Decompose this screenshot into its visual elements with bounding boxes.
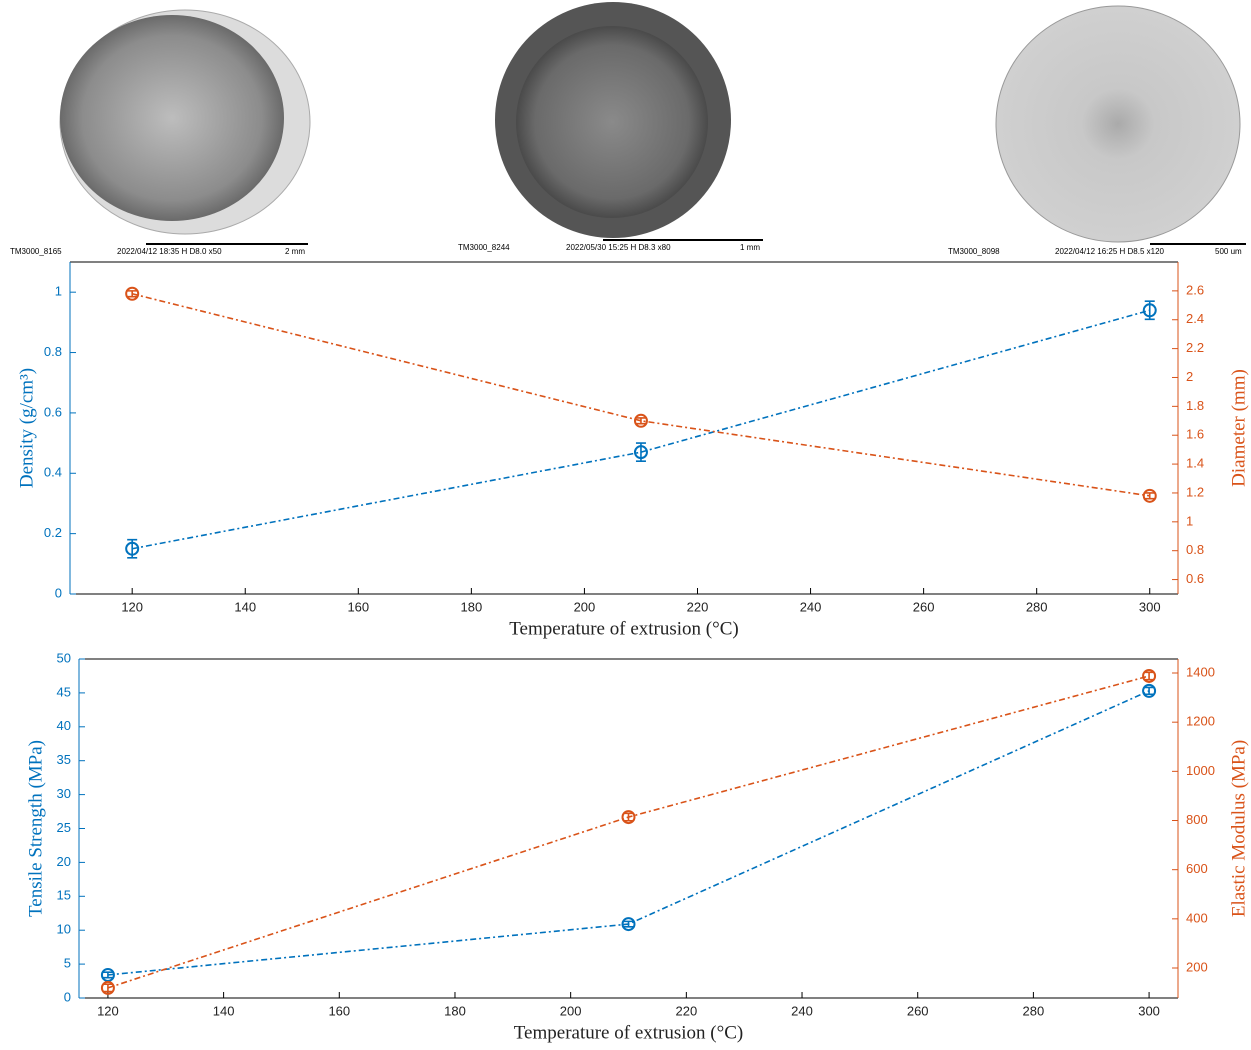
series-line — [132, 294, 1150, 496]
y2-tick-label: 1400 — [1186, 664, 1215, 679]
x-tick-label: 300 — [1138, 1003, 1160, 1018]
image-scale: 2 mm — [285, 247, 305, 256]
x-tick-label: 240 — [800, 599, 822, 614]
y-tick-label: 15 — [57, 888, 71, 903]
figure: TM3000_8165 2022/04/12 18:35 H D8.0 x50 … — [0, 0, 1251, 1045]
y-tick-label: 0.8 — [44, 344, 62, 359]
y2-tick-label: 2.6 — [1186, 282, 1204, 297]
image-scale: 1 mm — [740, 243, 760, 252]
y-tick-label: 0 — [64, 989, 71, 1004]
y-tick-label: 35 — [57, 752, 71, 767]
x-tick-label: 220 — [675, 1003, 697, 1018]
x-tick-label: 280 — [1023, 1003, 1045, 1018]
y-tick-label: 25 — [57, 820, 71, 835]
y-tick-label: 5 — [64, 956, 71, 971]
error-bar — [1144, 672, 1154, 679]
y2-tick-label: 2 — [1186, 369, 1193, 384]
image-label: TM3000_8098 — [948, 247, 1000, 256]
y-tick-label: 0 — [55, 585, 62, 600]
image-label: TM3000_8165 — [10, 247, 62, 256]
x-tick-label: 260 — [913, 599, 935, 614]
y2-tick-label: 200 — [1186, 959, 1208, 974]
y2-axis-label: Elastic Modulus (MPa) — [1228, 740, 1249, 917]
y2-tick-label: 1.8 — [1186, 398, 1204, 413]
y-tick-label: 0.4 — [44, 465, 62, 480]
x-tick-label: 200 — [560, 1003, 582, 1018]
x-axis-label: Temperature of extrusion (°C) — [514, 1022, 743, 1043]
y-tick-label: 1 — [55, 284, 62, 299]
x-tick-label: 160 — [347, 599, 369, 614]
y-axis-label: Density (g/cm³) — [16, 368, 37, 488]
y-tick-label: 20 — [57, 854, 71, 869]
image-label: TM3000_8244 — [458, 243, 510, 252]
y-axis-label: Tensile Strength (MPa) — [25, 740, 46, 917]
error-bar — [103, 984, 113, 991]
x-tick-label: 260 — [907, 1003, 929, 1018]
x-tick-label: 160 — [328, 1003, 350, 1018]
image-info: 2022/04/12 16:25 H D8.5 x120 — [1055, 247, 1165, 256]
y-tick-label: 0.6 — [44, 404, 62, 419]
y-tick-label: 0.2 — [44, 525, 62, 540]
y2-tick-label: 1.2 — [1186, 484, 1204, 499]
error-bar — [127, 291, 137, 297]
error-bar — [1145, 493, 1155, 499]
sem-image — [996, 6, 1240, 242]
y2-tick-label: 1000 — [1186, 763, 1215, 778]
x-tick-label: 220 — [687, 599, 709, 614]
x-tick-label: 200 — [574, 599, 596, 614]
y-tick-label: 45 — [57, 684, 71, 699]
y-tick-label: 30 — [57, 786, 71, 801]
y2-tick-label: 2.2 — [1186, 340, 1204, 355]
series-line — [132, 310, 1150, 548]
error-bar — [624, 813, 634, 820]
y2-tick-label: 0.8 — [1186, 542, 1204, 557]
image-info: 2022/05/30 15:25 H D8.3 x80 — [566, 243, 671, 252]
series-line — [108, 676, 1149, 988]
x-tick-label: 240 — [791, 1003, 813, 1018]
y2-tick-label: 0.6 — [1186, 571, 1204, 586]
y2-tick-label: 600 — [1186, 861, 1208, 876]
y2-tick-label: 400 — [1186, 910, 1208, 925]
x-tick-label: 180 — [461, 599, 483, 614]
x-tick-label: 280 — [1026, 599, 1048, 614]
x-tick-label: 140 — [213, 1003, 235, 1018]
y-tick-label: 50 — [57, 650, 71, 665]
series-line — [108, 691, 1149, 975]
sem-image — [495, 2, 731, 238]
y-tick-label: 40 — [57, 718, 71, 733]
y2-tick-label: 2.4 — [1186, 311, 1204, 326]
error-bar — [1144, 687, 1154, 694]
x-tick-label: 300 — [1139, 599, 1161, 614]
x-tick-label: 120 — [121, 599, 143, 614]
sem-image — [60, 10, 310, 234]
x-tick-label: 180 — [444, 1003, 466, 1018]
y2-tick-label: 1.4 — [1186, 456, 1204, 471]
image-scale: 500 um — [1215, 247, 1242, 256]
y2-axis-label: Diameter (mm) — [1228, 369, 1249, 487]
x-tick-label: 120 — [97, 1003, 119, 1018]
image-info: 2022/04/12 18:35 H D8.0 x50 — [117, 247, 222, 256]
y2-tick-label: 1.6 — [1186, 427, 1204, 442]
y2-tick-label: 1200 — [1186, 714, 1215, 729]
y2-tick-label: 800 — [1186, 812, 1208, 827]
y-tick-label: 10 — [57, 922, 71, 937]
x-tick-label: 140 — [234, 599, 256, 614]
x-axis-label: Temperature of extrusion (°C) — [509, 618, 738, 639]
y2-tick-label: 1 — [1186, 513, 1193, 528]
